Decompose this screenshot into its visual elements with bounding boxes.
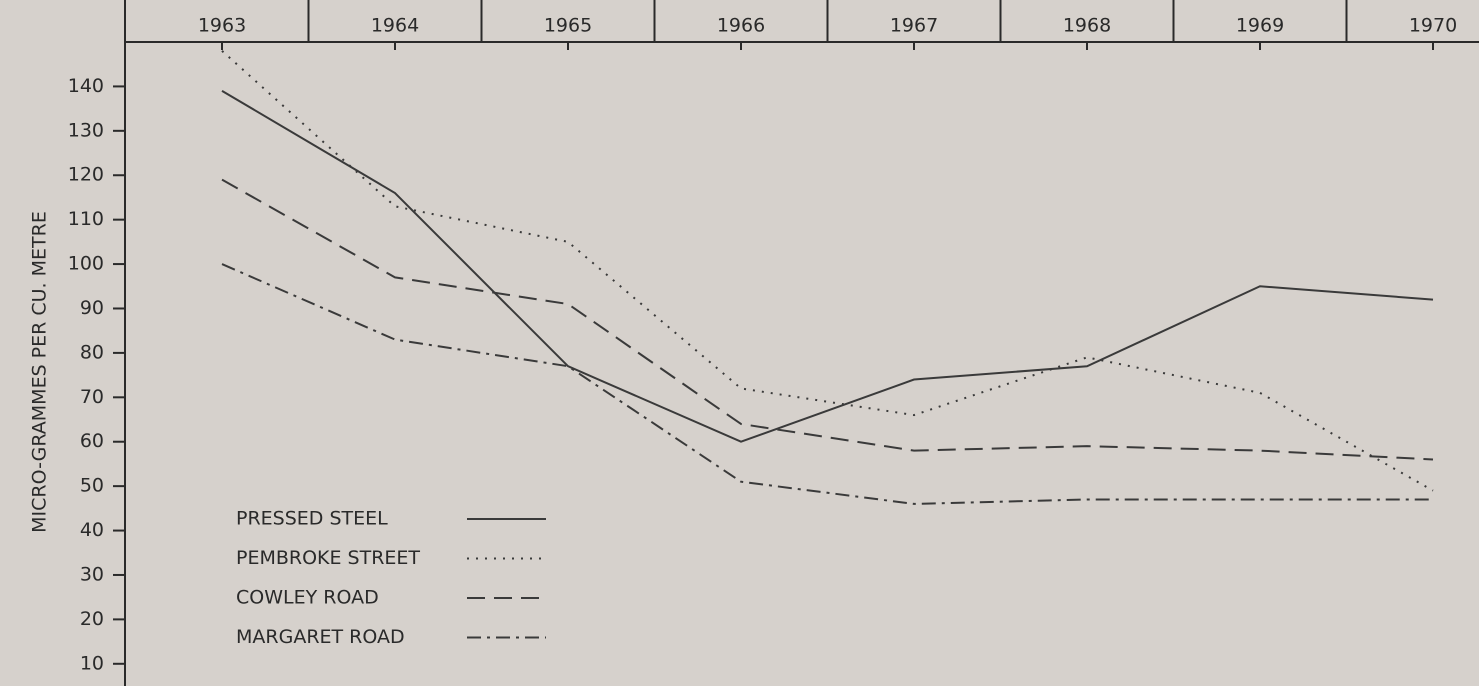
series-line	[221, 178, 1434, 461]
y-tick-label: 40	[80, 519, 104, 541]
x-tick-label: 1963	[198, 15, 246, 37]
y-tick-label: 140	[68, 75, 104, 97]
y-tick-label: 30	[80, 563, 104, 585]
series-line	[221, 89, 1434, 443]
y-tick-label: 20	[80, 608, 104, 630]
legend-label: MARGARET ROAD	[236, 626, 405, 648]
y-tick-label: 120	[68, 164, 104, 186]
series-line	[221, 263, 1433, 505]
y-tick-label: 80	[80, 341, 104, 363]
y-axis-label: MICRO-GRAMMES PER CU. METRE	[29, 211, 51, 533]
legend-label: PEMBROKE STREET	[236, 547, 420, 569]
x-tick-label: 1970	[1409, 15, 1457, 37]
x-tick-label: 1968	[1063, 15, 1111, 37]
y-tick-label: 10	[80, 652, 104, 674]
y-tick-label: 130	[68, 119, 104, 141]
y-tick-label: 60	[80, 430, 104, 452]
y-tick-label: 70	[80, 386, 104, 408]
x-tick-label: 1964	[371, 15, 419, 37]
x-tick-label: 1967	[890, 15, 938, 37]
y-tick-label: 110	[68, 208, 104, 230]
y-tick-label: 50	[80, 475, 104, 497]
y-tick-label: 90	[80, 297, 104, 319]
legend-label: PRESSED STEEL	[236, 508, 388, 530]
series-line	[221, 50, 1434, 492]
x-tick-label: 1965	[544, 15, 592, 37]
x-tick-label: 1966	[717, 15, 765, 37]
y-tick-label: 100	[68, 253, 104, 275]
legend-label: COWLEY ROAD	[236, 587, 379, 609]
x-tick-label: 1969	[1236, 15, 1284, 37]
